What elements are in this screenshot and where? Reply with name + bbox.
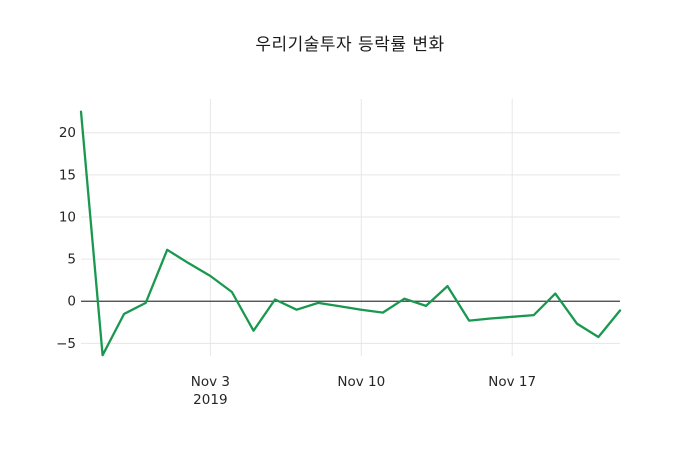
y-tick-label: 10 — [59, 209, 76, 225]
y-tick-label: 5 — [67, 252, 76, 268]
x-tick-label: Nov 3 — [191, 374, 230, 390]
chart-title: 우리기술투자 등락률 변화 — [255, 35, 445, 55]
y-tick-label: 15 — [59, 167, 76, 183]
x-tick-label: Nov 17 — [488, 374, 536, 390]
y-tick-label: 0 — [67, 294, 76, 310]
y-tick-label: 20 — [59, 125, 76, 141]
y-tick-label: −5 — [56, 336, 76, 352]
x-tick-sublabel: 2019 — [193, 392, 227, 408]
x-tick-label: Nov 10 — [337, 374, 385, 390]
price-change-line — [79, 110, 622, 357]
